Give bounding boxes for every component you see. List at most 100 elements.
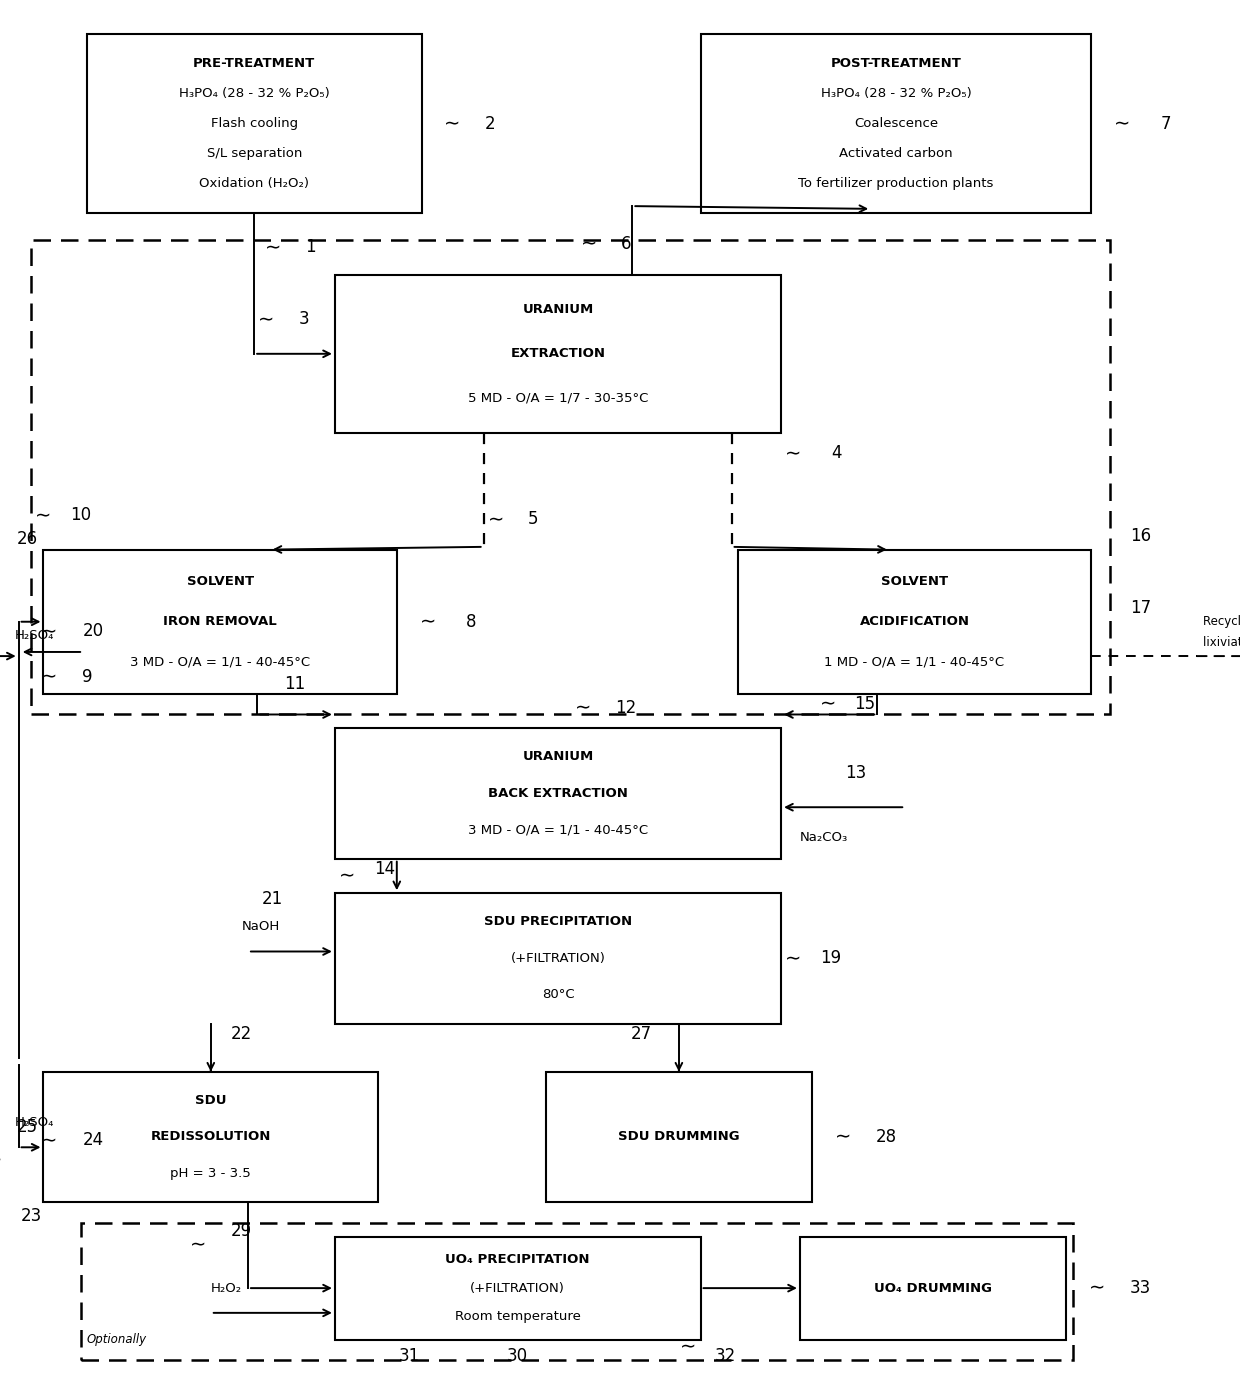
Bar bbox=[43, 1072, 378, 1202]
Text: Na₂CO₃: Na₂CO₃ bbox=[800, 831, 848, 844]
Text: ∼: ∼ bbox=[190, 1235, 207, 1254]
Text: EXTRACTION: EXTRACTION bbox=[511, 348, 605, 360]
Text: 5 MD - O/A = 1/7 - 30-35°C: 5 MD - O/A = 1/7 - 30-35°C bbox=[467, 392, 649, 404]
Text: Room temperature: Room temperature bbox=[455, 1311, 580, 1323]
Text: Optionally: Optionally bbox=[87, 1333, 146, 1347]
Text: ∼: ∼ bbox=[264, 238, 281, 257]
Text: H₂SO₄: H₂SO₄ bbox=[15, 1116, 55, 1129]
Text: H₃PO₄ (28 - 32 % P₂O₅): H₃PO₄ (28 - 32 % P₂O₅) bbox=[179, 87, 330, 100]
Text: H₃PO₄ (28 - 32 % P₂O₅): H₃PO₄ (28 - 32 % P₂O₅) bbox=[821, 87, 971, 100]
Text: 10: 10 bbox=[69, 506, 92, 525]
Text: IRON REMOVAL: IRON REMOVAL bbox=[164, 616, 277, 628]
Text: SOLVENT: SOLVENT bbox=[880, 574, 949, 588]
Text: 20: 20 bbox=[82, 622, 104, 640]
Text: 2: 2 bbox=[485, 114, 495, 133]
Text: Activated carbon: Activated carbon bbox=[839, 147, 952, 161]
Text: ∼: ∼ bbox=[820, 695, 836, 713]
Text: pH = 3 - 3.5: pH = 3 - 3.5 bbox=[170, 1167, 252, 1180]
Text: H₂O₂: H₂O₂ bbox=[211, 1282, 242, 1294]
Text: ∼: ∼ bbox=[574, 698, 591, 717]
Text: ∼: ∼ bbox=[0, 1151, 2, 1171]
Text: ∼: ∼ bbox=[835, 1128, 852, 1146]
Text: H₂SO₄: H₂SO₄ bbox=[15, 629, 55, 642]
Text: SDU PRECIPITATION: SDU PRECIPITATION bbox=[484, 915, 632, 929]
Text: URANIUM: URANIUM bbox=[522, 304, 594, 316]
Text: 12: 12 bbox=[615, 698, 637, 717]
Bar bbox=[738, 550, 1091, 694]
Text: 6: 6 bbox=[621, 235, 631, 253]
Text: To fertilizer production plants: To fertilizer production plants bbox=[799, 177, 993, 190]
Text: S/L separation: S/L separation bbox=[207, 147, 301, 161]
Bar bbox=[81, 1223, 1073, 1360]
Text: ∼: ∼ bbox=[580, 235, 598, 253]
Bar bbox=[87, 34, 422, 213]
Text: ACIDIFICATION: ACIDIFICATION bbox=[859, 616, 970, 628]
Text: 4: 4 bbox=[832, 444, 842, 463]
Bar bbox=[31, 240, 1110, 714]
Text: 22: 22 bbox=[231, 1025, 253, 1043]
Text: ∼: ∼ bbox=[1089, 1279, 1106, 1297]
Text: 24: 24 bbox=[82, 1131, 104, 1150]
Text: 29: 29 bbox=[231, 1223, 253, 1241]
Text: 3 MD - O/A = 1/1 - 40-45°C: 3 MD - O/A = 1/1 - 40-45°C bbox=[130, 655, 310, 669]
Text: 25: 25 bbox=[16, 1117, 38, 1136]
Text: UO₄ DRUMMING: UO₄ DRUMMING bbox=[874, 1282, 992, 1294]
Text: ∼: ∼ bbox=[444, 114, 461, 133]
Text: SOLVENT: SOLVENT bbox=[186, 574, 254, 588]
Text: 21: 21 bbox=[262, 890, 284, 908]
Bar bbox=[800, 1237, 1066, 1340]
Text: 31: 31 bbox=[398, 1347, 420, 1366]
Bar bbox=[335, 893, 781, 1024]
Text: 26: 26 bbox=[16, 530, 38, 548]
Text: NaOH: NaOH bbox=[242, 921, 280, 933]
Text: ∼: ∼ bbox=[41, 668, 58, 686]
Text: ∼: ∼ bbox=[41, 1131, 58, 1150]
Text: 13: 13 bbox=[844, 764, 867, 782]
Text: (+FILTRATION): (+FILTRATION) bbox=[511, 952, 605, 965]
Text: BACK EXTRACTION: BACK EXTRACTION bbox=[489, 787, 627, 800]
Text: 14: 14 bbox=[373, 860, 396, 878]
Text: SDU DRUMMING: SDU DRUMMING bbox=[618, 1131, 740, 1143]
Text: 15: 15 bbox=[854, 695, 875, 713]
Text: 28: 28 bbox=[875, 1128, 898, 1146]
Text: ∼: ∼ bbox=[41, 622, 58, 640]
Text: 27: 27 bbox=[631, 1025, 652, 1043]
Text: 1: 1 bbox=[305, 238, 315, 257]
Bar bbox=[701, 34, 1091, 213]
Text: POST-TREATMENT: POST-TREATMENT bbox=[831, 58, 961, 70]
Text: ∼: ∼ bbox=[258, 311, 275, 328]
Text: ∼: ∼ bbox=[487, 510, 505, 529]
Text: 16: 16 bbox=[1130, 526, 1152, 545]
Text: 30: 30 bbox=[507, 1347, 528, 1366]
Text: 3 MD - O/A = 1/1 - 40-45°C: 3 MD - O/A = 1/1 - 40-45°C bbox=[467, 823, 649, 837]
Bar bbox=[43, 550, 397, 694]
Text: 17: 17 bbox=[1130, 599, 1152, 617]
Text: ∼: ∼ bbox=[1114, 114, 1131, 133]
Text: URANIUM: URANIUM bbox=[522, 750, 594, 764]
Text: Coalescence: Coalescence bbox=[854, 117, 937, 131]
Text: Oxidation (H₂O₂): Oxidation (H₂O₂) bbox=[200, 177, 309, 190]
Text: UO₄ PRECIPITATION: UO₄ PRECIPITATION bbox=[445, 1253, 590, 1265]
Text: 32: 32 bbox=[714, 1347, 737, 1366]
Text: 33: 33 bbox=[1130, 1279, 1152, 1297]
Bar bbox=[335, 275, 781, 433]
Text: 5: 5 bbox=[528, 510, 538, 529]
Text: 11: 11 bbox=[284, 675, 305, 692]
Text: 3: 3 bbox=[299, 311, 309, 328]
Text: (+FILTRATION): (+FILTRATION) bbox=[470, 1282, 565, 1294]
Text: 80°C: 80°C bbox=[542, 988, 574, 1002]
Text: 23: 23 bbox=[20, 1206, 42, 1226]
Text: PRE-TREATMENT: PRE-TREATMENT bbox=[193, 58, 315, 70]
Text: ∼: ∼ bbox=[785, 444, 802, 463]
Bar bbox=[546, 1072, 812, 1202]
Text: SDU: SDU bbox=[195, 1094, 227, 1107]
Bar bbox=[335, 728, 781, 859]
Text: Flash cooling: Flash cooling bbox=[211, 117, 298, 131]
Text: ∼: ∼ bbox=[339, 867, 356, 885]
Text: ∼: ∼ bbox=[680, 1337, 697, 1356]
Bar bbox=[335, 1237, 701, 1340]
Text: 19: 19 bbox=[820, 949, 842, 967]
Text: lixiviation step: lixiviation step bbox=[1203, 636, 1240, 649]
Text: ∼: ∼ bbox=[419, 613, 436, 631]
Text: Recycling to ore: Recycling to ore bbox=[1203, 616, 1240, 628]
